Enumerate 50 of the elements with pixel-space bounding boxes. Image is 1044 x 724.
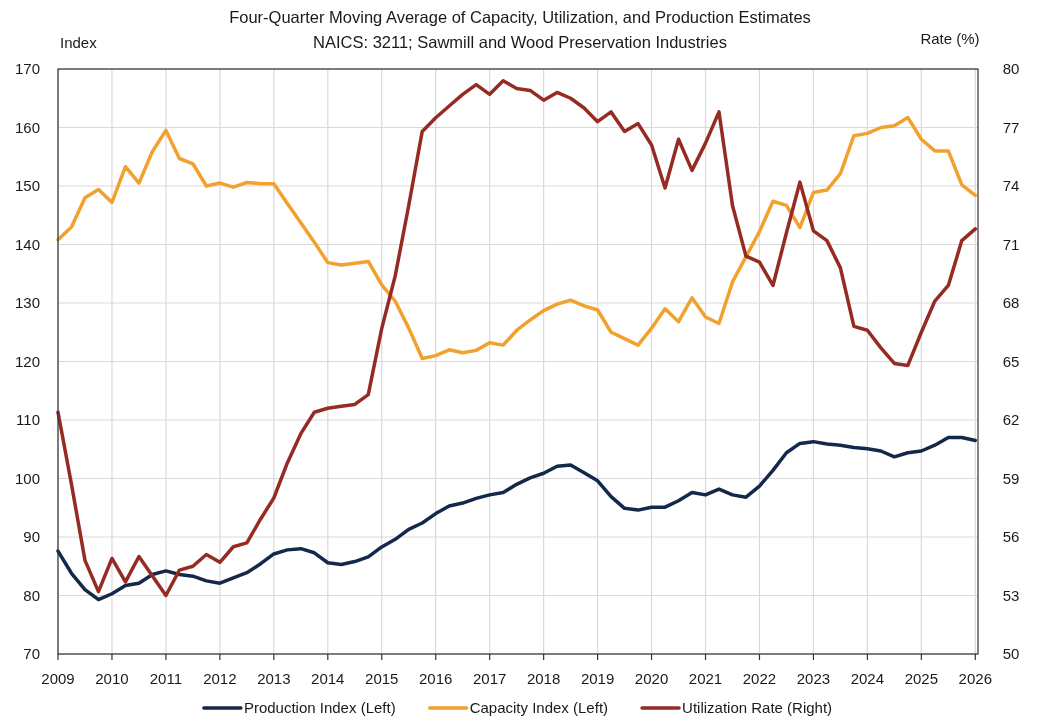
- y-tick-label: 150: [14, 177, 40, 194]
- line-series: [56, 435, 978, 602]
- y-tick-label: 80: [23, 586, 40, 604]
- y2-axis-title: Rate (%): [920, 30, 980, 47]
- legend-label: Production Index (Left): [243, 699, 396, 716]
- y2-tick-label: 68: [1002, 294, 1020, 311]
- y-tick-label: 160: [14, 118, 40, 136]
- x-tick-label: 2024: [850, 670, 885, 687]
- y2-tick-label: 74: [1002, 177, 1020, 194]
- y-axis-title: Index: [60, 34, 98, 51]
- chart-title: Four-Quarter Moving Average of Capacity, Utilization, and Production Estimates: [229, 8, 811, 26]
- y-tick-label: 170: [14, 60, 40, 77]
- y2-tick-label: 77: [1002, 118, 1020, 136]
- x-tick-label: 2026: [958, 670, 992, 687]
- y-tick-label: 110: [16, 411, 40, 428]
- x-tick-label: 2012: [203, 670, 237, 687]
- x-tick-label: 2016: [419, 670, 453, 687]
- x-tick-label: 2021: [688, 670, 723, 687]
- y2-tick-label: 62: [1002, 411, 1020, 428]
- x-tick-label: 2017: [472, 670, 507, 687]
- y2-tick-label: 80: [1002, 60, 1020, 77]
- y-tick-label: 90: [23, 528, 40, 545]
- line-series: [56, 78, 978, 598]
- y2-tick-label: 59: [1002, 469, 1020, 487]
- x-tick-label: 2022: [742, 670, 777, 687]
- y2-tick-label: 71: [1002, 235, 1020, 253]
- x-tick-label: 2014: [311, 670, 345, 687]
- x-tick-label: 2010: [95, 670, 129, 687]
- x-tick-label: 2023: [796, 670, 831, 687]
- y-tick-label: 130: [14, 294, 40, 311]
- y-tick-label: 120: [14, 352, 40, 370]
- x-tick-label: 2020: [634, 670, 669, 687]
- y-tick-label: 100: [14, 469, 40, 487]
- chart-subtitle: NAICS: 3211; Sawmill and Wood Preservation Industries: [313, 33, 727, 51]
- line-series: [56, 115, 978, 361]
- x-tick-label: 2009: [41, 670, 75, 687]
- y2-tick-label: 65: [1002, 352, 1020, 370]
- x-tick-label: 2015: [365, 670, 399, 687]
- y-tick-label: 70: [23, 645, 40, 662]
- legend-label: Capacity Index (Left): [469, 699, 609, 716]
- legend-label: Utilization Rate (Right): [682, 699, 833, 716]
- x-tick-label: 2013: [257, 670, 291, 687]
- y2-tick-label: 56: [1002, 528, 1020, 545]
- y2-tick-label: 53: [1002, 586, 1020, 604]
- x-tick-label: 2019: [580, 670, 615, 687]
- y2-tick-label: 50: [1002, 645, 1020, 662]
- x-tick-label: 2011: [149, 670, 183, 687]
- x-tick-label: 2018: [526, 670, 561, 687]
- x-tick-label: 2025: [904, 670, 939, 687]
- y-tick-label: 140: [14, 235, 40, 253]
